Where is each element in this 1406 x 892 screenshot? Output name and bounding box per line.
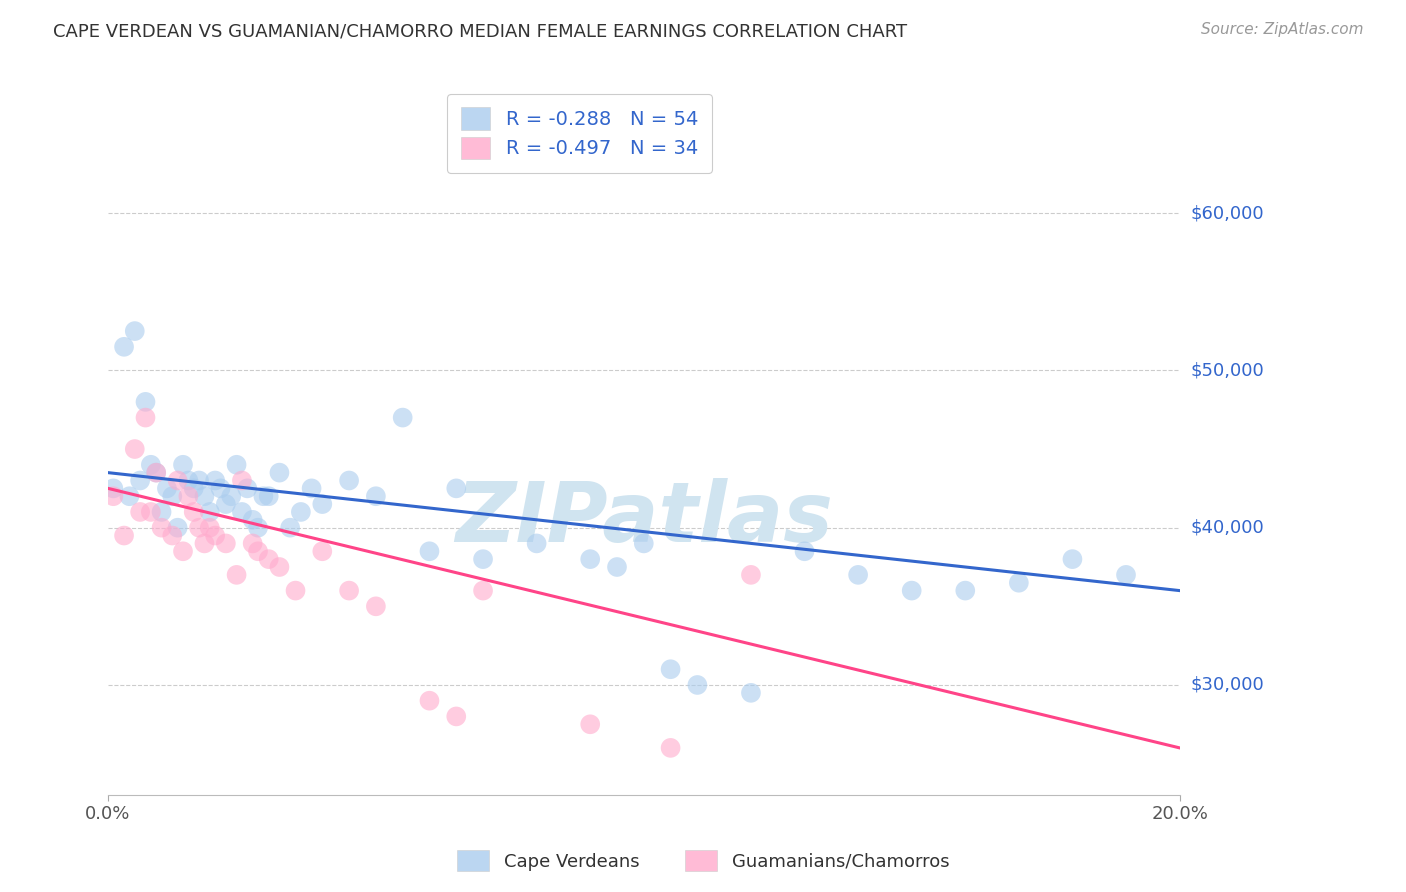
Point (242, 513, 264, 527)
Point (183, 481, 205, 495)
Point (134, 395, 156, 409)
Point (188, 521, 211, 535)
Point (103, 481, 125, 495)
Point (269, 466, 291, 480)
Point (177, 489, 200, 503)
Point (198, 505, 221, 519)
Point (1062, 552, 1084, 566)
Point (311, 497, 333, 511)
Point (269, 560, 291, 574)
Point (301, 481, 323, 495)
Point (257, 552, 280, 566)
Legend: R = -0.288   N = 54, R = -0.497   N = 34: R = -0.288 N = 54, R = -0.497 N = 34 (447, 94, 711, 173)
Point (118, 489, 141, 503)
Point (139, 505, 162, 519)
Point (659, 662, 682, 676)
Point (129, 474, 152, 488)
Point (156, 481, 179, 495)
Point (278, 521, 301, 535)
Point (129, 505, 152, 519)
Point (242, 536, 264, 550)
Point (112, 528, 135, 542)
Point (793, 544, 815, 558)
Point (236, 481, 259, 495)
Point (364, 599, 387, 614)
Point (955, 583, 977, 598)
Text: ZIPatlas: ZIPatlas (456, 478, 832, 558)
Point (209, 481, 232, 495)
Point (162, 489, 184, 503)
Point (472, 552, 495, 566)
Point (290, 505, 312, 519)
Point (139, 458, 162, 472)
Point (204, 528, 226, 542)
Point (145, 466, 167, 480)
Point (225, 567, 247, 582)
Point (103, 489, 125, 503)
Point (579, 552, 602, 566)
Point (337, 474, 360, 488)
Point (418, 694, 440, 708)
Text: CAPE VERDEAN VS GUAMANIAN/CHAMORRO MEDIAN FEMALE EARNINGS CORRELATION CHART: CAPE VERDEAN VS GUAMANIAN/CHAMORRO MEDIA… (53, 22, 907, 40)
Point (364, 489, 387, 503)
Point (112, 340, 135, 354)
Text: $40,000: $40,000 (1191, 518, 1264, 537)
Point (606, 560, 628, 574)
Point (193, 489, 215, 503)
Point (198, 521, 221, 535)
Point (183, 505, 205, 519)
Point (188, 474, 211, 488)
Point (659, 740, 682, 755)
Point (215, 497, 238, 511)
Point (219, 489, 242, 503)
Point (846, 567, 869, 582)
Point (177, 474, 200, 488)
Point (311, 544, 333, 558)
Point (166, 521, 188, 535)
Point (1008, 575, 1031, 590)
Point (166, 474, 188, 488)
Point (145, 466, 167, 480)
Point (257, 489, 280, 503)
Point (472, 583, 495, 598)
Point (526, 536, 548, 550)
Point (446, 481, 468, 495)
Point (391, 410, 413, 425)
Point (633, 536, 655, 550)
Point (900, 583, 922, 598)
Point (124, 442, 146, 456)
Point (162, 528, 184, 542)
Point (252, 489, 274, 503)
Point (337, 583, 360, 598)
Point (124, 324, 146, 338)
Point (1115, 567, 1137, 582)
Point (172, 544, 194, 558)
Point (740, 686, 762, 700)
Point (231, 505, 253, 519)
Point (231, 474, 253, 488)
Point (193, 536, 215, 550)
Point (150, 521, 173, 535)
Text: Source: ZipAtlas.com: Source: ZipAtlas.com (1201, 22, 1364, 37)
Point (215, 536, 238, 550)
Legend: Cape Verdeans, Guamanians/Chamorros: Cape Verdeans, Guamanians/Chamorros (450, 843, 956, 879)
Point (686, 678, 709, 692)
Point (247, 521, 270, 535)
Point (740, 567, 762, 582)
Point (446, 709, 468, 723)
Point (418, 544, 440, 558)
Text: $50,000: $50,000 (1191, 361, 1264, 379)
Text: $60,000: $60,000 (1191, 204, 1264, 222)
Text: $30,000: $30,000 (1191, 676, 1264, 694)
Point (247, 544, 270, 558)
Point (134, 410, 156, 425)
Point (225, 458, 247, 472)
Point (204, 474, 226, 488)
Point (172, 458, 194, 472)
Point (579, 717, 602, 731)
Point (150, 505, 173, 519)
Point (284, 583, 307, 598)
